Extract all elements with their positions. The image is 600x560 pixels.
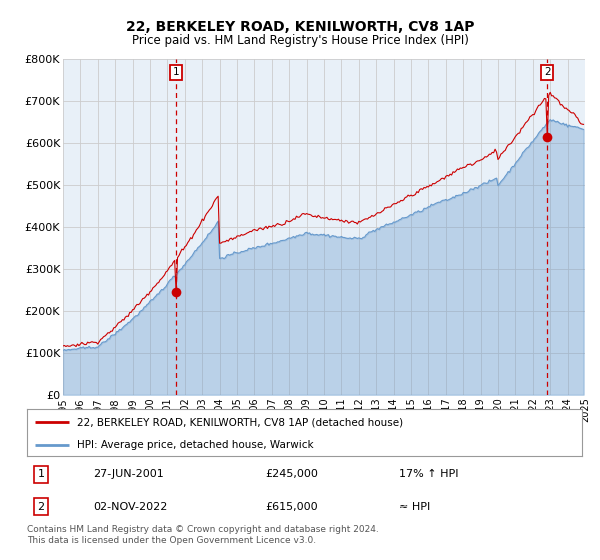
Text: 22, BERKELEY ROAD, KENILWORTH, CV8 1AP: 22, BERKELEY ROAD, KENILWORTH, CV8 1AP bbox=[126, 20, 474, 34]
Text: HPI: Average price, detached house, Warwick: HPI: Average price, detached house, Warw… bbox=[77, 440, 314, 450]
Text: 02-NOV-2022: 02-NOV-2022 bbox=[94, 502, 168, 512]
Text: 22, BERKELEY ROAD, KENILWORTH, CV8 1AP (detached house): 22, BERKELEY ROAD, KENILWORTH, CV8 1AP (… bbox=[77, 417, 403, 427]
Text: Price paid vs. HM Land Registry's House Price Index (HPI): Price paid vs. HM Land Registry's House … bbox=[131, 34, 469, 46]
Text: 1: 1 bbox=[173, 67, 179, 77]
Text: 2: 2 bbox=[544, 67, 551, 77]
Text: 17% ↑ HPI: 17% ↑ HPI bbox=[399, 469, 458, 479]
Text: 1: 1 bbox=[37, 469, 44, 479]
Text: £245,000: £245,000 bbox=[266, 469, 319, 479]
Text: Contains HM Land Registry data © Crown copyright and database right 2024.
This d: Contains HM Land Registry data © Crown c… bbox=[27, 525, 379, 545]
Text: ≈ HPI: ≈ HPI bbox=[399, 502, 430, 512]
Text: £615,000: £615,000 bbox=[266, 502, 318, 512]
Text: 27-JUN-2001: 27-JUN-2001 bbox=[94, 469, 164, 479]
Text: 2: 2 bbox=[37, 502, 44, 512]
